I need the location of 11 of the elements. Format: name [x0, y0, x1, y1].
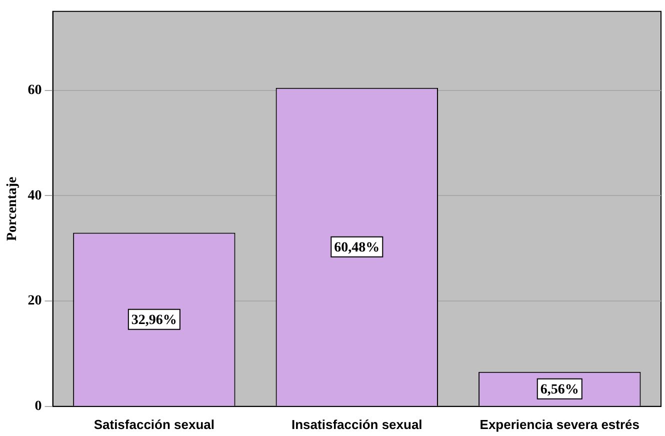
- y-tick-label: 40: [28, 188, 42, 204]
- x-tick-label: Experiencia severa estrés: [480, 416, 640, 432]
- data-label: 6,56%: [540, 382, 579, 398]
- y-tick-label: 60: [28, 83, 42, 98]
- x-tick-label: Insatisfacción sexual: [292, 416, 422, 432]
- data-label: 32,96%: [131, 312, 177, 328]
- data-label: 60,48%: [334, 240, 380, 256]
- y-axis-title: Porcentaje: [5, 176, 20, 242]
- y-tick-label: 20: [28, 294, 42, 309]
- y-tick-label: 0: [34, 399, 42, 414]
- x-tick-label: Satisfacción sexual: [94, 416, 215, 432]
